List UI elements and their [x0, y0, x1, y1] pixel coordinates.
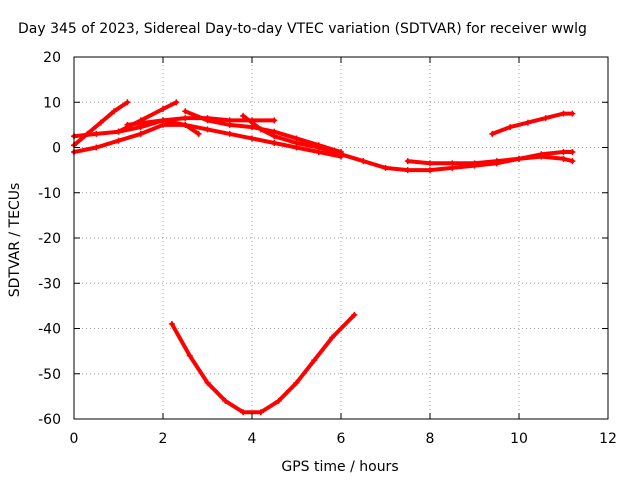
data-point — [538, 153, 545, 160]
data-point — [160, 117, 166, 124]
data-point — [240, 409, 247, 416]
data-point — [97, 119, 104, 126]
data-point — [124, 121, 131, 128]
data-point — [493, 158, 500, 165]
data-point — [204, 126, 211, 133]
data-point — [204, 117, 211, 124]
data-point — [226, 130, 233, 137]
data-point — [560, 149, 567, 156]
data-point — [182, 115, 189, 122]
data-point — [115, 128, 122, 135]
y-tick-label: 0 — [52, 141, 61, 157]
data-point — [124, 99, 131, 106]
y-tick-label: -50 — [38, 367, 61, 383]
chart-title: Day 345 of 2023, Sidereal Day-to-day VTE… — [18, 21, 587, 37]
series-line-trace-i — [490, 111, 575, 136]
data-point — [293, 139, 300, 146]
series-line-trace-j — [169, 312, 357, 415]
data-point — [257, 409, 264, 416]
data-point — [168, 320, 175, 327]
data-point — [222, 397, 229, 404]
x-tick-label: 8 — [426, 431, 435, 447]
x-tick-label: 0 — [70, 431, 79, 447]
data-point — [271, 117, 278, 124]
x-tick-label: 6 — [337, 431, 346, 447]
data-point — [338, 151, 344, 158]
data-point — [569, 110, 576, 117]
data-point — [293, 379, 300, 386]
data-point — [115, 137, 122, 144]
y-tick-label: 20 — [43, 50, 61, 66]
y-tick-label: -10 — [38, 186, 61, 202]
data-point — [93, 130, 100, 137]
data-point — [315, 144, 322, 151]
data-point — [204, 379, 211, 386]
x-tick-label: 10 — [510, 431, 528, 447]
data-point — [182, 108, 189, 115]
data-point — [186, 352, 193, 359]
data-point — [507, 124, 514, 131]
data-point — [271, 139, 278, 146]
data-point — [404, 167, 411, 174]
data-point — [160, 106, 166, 113]
data-point — [257, 126, 264, 133]
data-point — [249, 135, 255, 142]
data-point — [560, 110, 567, 117]
data-point — [182, 121, 189, 128]
data-point — [569, 158, 576, 165]
data-point — [471, 160, 478, 167]
series-line-trace-h — [405, 154, 575, 166]
data-point — [249, 124, 255, 131]
data-point — [275, 397, 282, 404]
data-point — [173, 99, 180, 106]
data-point — [351, 311, 358, 318]
data-point — [427, 167, 433, 174]
y-tick-label: -60 — [38, 412, 61, 428]
data-point — [404, 158, 411, 165]
x-axis: 0 2 4 6 8 10 12 — [70, 57, 617, 447]
x-tick-label: 4 — [248, 431, 257, 447]
data-point — [569, 149, 576, 156]
data-point — [542, 115, 549, 122]
y-axis-title: SDTVAR / TECUs — [7, 183, 23, 298]
y-tick-label: -40 — [38, 322, 61, 338]
series-group — [71, 99, 576, 416]
data-point — [240, 112, 247, 119]
x-tick-label: 12 — [599, 431, 617, 447]
grid — [74, 57, 608, 419]
data-point — [111, 108, 118, 115]
data-point — [489, 130, 496, 137]
y-tick-label: -30 — [38, 276, 61, 292]
data-point — [271, 133, 278, 140]
data-point — [560, 155, 567, 162]
data-point — [524, 119, 531, 126]
data-point — [449, 160, 456, 167]
data-point — [195, 130, 202, 137]
data-point — [329, 334, 336, 341]
data-point — [311, 357, 318, 364]
data-point — [137, 130, 144, 137]
x-tick-label: 2 — [159, 431, 168, 447]
data-point — [93, 144, 100, 151]
y-tick-label: 10 — [43, 95, 61, 111]
x-axis-title: GPS time / hours — [281, 459, 398, 475]
data-point — [360, 158, 367, 165]
y-tick-label: -20 — [38, 231, 61, 247]
data-point — [382, 164, 389, 171]
y-axis: -60 -50 -40 -30 -20 -10 0 10 20 — [38, 50, 608, 428]
data-point — [516, 155, 522, 162]
data-point — [427, 160, 433, 167]
data-point — [226, 121, 233, 128]
